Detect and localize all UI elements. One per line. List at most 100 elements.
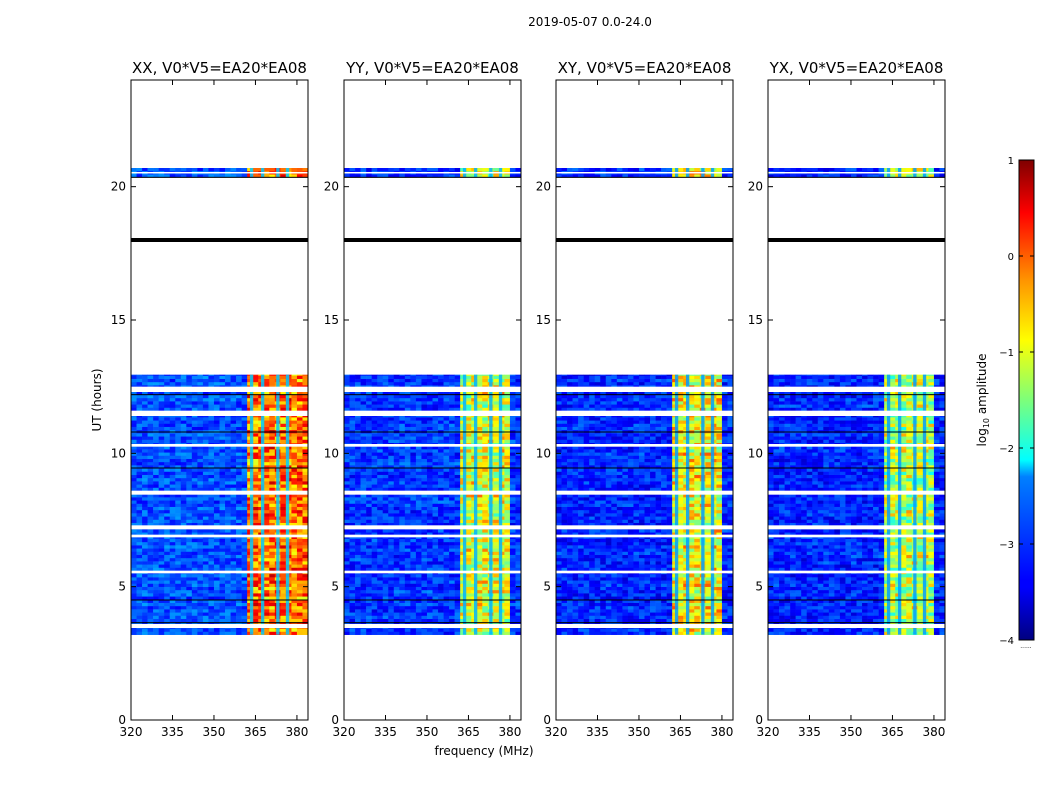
heatmap-cell <box>291 561 298 565</box>
heatmap-cell <box>371 449 378 453</box>
heatmap-cell <box>225 580 231 584</box>
heatmap-cell <box>482 551 489 555</box>
heatmap-cell <box>136 519 143 523</box>
heatmap-cell <box>252 593 259 597</box>
heatmap-cell <box>421 541 428 546</box>
heatmap-cell <box>230 397 237 402</box>
heatmap-cell <box>269 445 276 450</box>
heatmap-cell <box>438 615 444 619</box>
heatmap-cell <box>186 557 193 562</box>
heatmap-cell <box>393 468 400 472</box>
heatmap-cell <box>426 529 433 533</box>
heatmap-cell <box>186 589 193 594</box>
heatmap-cell <box>410 628 417 632</box>
heatmap-cell <box>421 439 428 443</box>
heatmap-cell <box>219 378 226 383</box>
heatmap-cell <box>410 461 417 466</box>
heatmap-cell <box>382 509 389 514</box>
heatmap-cell <box>191 407 198 411</box>
heatmap-cell <box>208 417 215 421</box>
heatmap-cell <box>465 481 472 485</box>
heatmap-cell <box>366 513 372 517</box>
heatmap-cell <box>241 452 248 456</box>
heatmap-cell <box>269 465 276 469</box>
heatmap-cell <box>377 631 384 635</box>
heatmap-cell <box>421 455 428 459</box>
heatmap-cell <box>426 586 433 591</box>
heatmap-cell <box>208 605 215 610</box>
heatmap-cell <box>377 468 384 472</box>
band-divider <box>260 374 265 635</box>
heatmap-cell <box>153 378 159 383</box>
heatmap-cell <box>230 599 237 603</box>
heatmap-cell <box>432 583 439 587</box>
heatmap-cell <box>426 452 433 456</box>
heatmap-cell <box>476 445 483 450</box>
heatmap-cell <box>236 471 242 475</box>
heatmap-cell <box>432 452 439 456</box>
heatmap-cell <box>219 417 226 421</box>
heatmap-cell <box>280 423 287 427</box>
heatmap-cell <box>252 615 259 619</box>
heatmap-cell <box>421 474 428 479</box>
heatmap-cell <box>438 596 444 600</box>
heatmap-cell <box>197 599 204 603</box>
heatmap-cell <box>175 381 182 386</box>
heatmap-cell <box>158 557 165 562</box>
heatmap-cell <box>147 378 154 383</box>
heatmap-cell <box>241 577 248 581</box>
heatmap-cell <box>388 455 395 459</box>
heatmap-cell <box>230 503 237 507</box>
heatmap-cell <box>225 174 231 178</box>
heatmap-cell <box>197 452 204 456</box>
heatmap-cell <box>164 378 171 383</box>
heatmap-cell <box>175 554 182 559</box>
heatmap-cell <box>153 484 159 488</box>
heatmap-cell <box>371 439 378 443</box>
heatmap-cell <box>169 417 176 421</box>
heatmap-cell <box>241 612 248 616</box>
heatmap-cell <box>454 567 461 571</box>
heatmap-cell <box>382 439 389 443</box>
heatmap-cell <box>438 500 444 504</box>
heatmap-cell <box>399 497 406 501</box>
heatmap-cell <box>230 436 237 440</box>
heatmap-cell <box>388 628 395 632</box>
heatmap-cell <box>269 174 276 178</box>
heatmap-cell <box>344 423 350 427</box>
heatmap-cell <box>476 452 483 456</box>
heatmap-cell <box>504 573 511 578</box>
heatmap-cell <box>371 567 378 571</box>
heatmap-cell <box>291 391 298 395</box>
heatmap-cell <box>186 168 193 172</box>
heatmap-cell <box>399 529 406 533</box>
heatmap-cell <box>371 503 378 507</box>
heatmap-cell <box>225 378 231 383</box>
heatmap-cell <box>515 628 521 632</box>
heatmap-cell <box>175 445 182 450</box>
heatmap-cell <box>191 586 198 591</box>
heatmap-cell <box>225 599 231 603</box>
heatmap-cell <box>476 538 483 543</box>
heatmap-cell <box>225 477 231 482</box>
heatmap-cell <box>438 605 444 610</box>
heatmap-cell <box>164 541 171 546</box>
heatmap-cell <box>509 487 516 491</box>
heatmap-cell <box>202 586 209 591</box>
heatmap-cell <box>158 615 165 619</box>
heatmap-cell <box>360 452 367 456</box>
heatmap-cell <box>142 468 148 472</box>
heatmap-cell <box>443 516 450 520</box>
heatmap-cell <box>443 628 450 632</box>
heatmap-cell <box>269 433 276 437</box>
heatmap-cell <box>515 573 521 578</box>
heatmap-cell <box>493 529 500 533</box>
heatmap-cell <box>269 493 276 498</box>
heatmap-cell <box>393 615 400 619</box>
heatmap-cell <box>415 615 422 619</box>
heatmap-cell <box>399 567 406 571</box>
heatmap-cell <box>377 605 384 610</box>
heatmap-cell <box>230 449 237 453</box>
heatmap-cell <box>476 481 483 485</box>
heatmap-cell <box>404 497 411 501</box>
